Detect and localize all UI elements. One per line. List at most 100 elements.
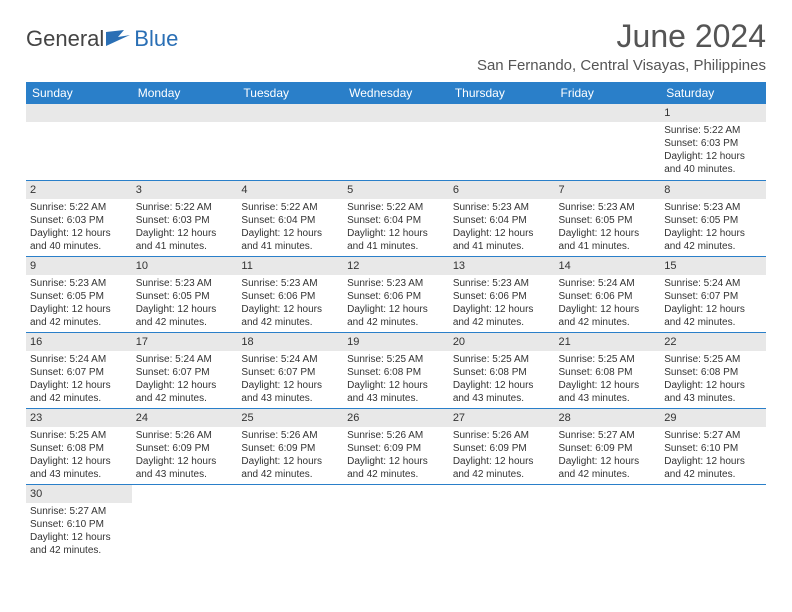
sunrise-line: Sunrise: 5:25 AM <box>347 353 445 366</box>
day-details: Sunrise: 5:23 AMSunset: 6:06 PMDaylight:… <box>237 275 343 331</box>
day-number-bar: 22 <box>660 333 766 351</box>
day-number-bar: 24 <box>132 409 238 427</box>
weekday-header: Saturday <box>660 82 766 104</box>
day-number-bar: 19 <box>343 333 449 351</box>
day-number-bar: 18 <box>237 333 343 351</box>
sunset-line: Sunset: 6:09 PM <box>347 442 445 455</box>
sunset-line: Sunset: 6:05 PM <box>664 214 762 227</box>
weekday-header: Monday <box>132 82 238 104</box>
day-number-bar <box>555 104 661 122</box>
calendar-cell: 4Sunrise: 5:22 AMSunset: 6:04 PMDaylight… <box>237 180 343 256</box>
day-number-bar: 7 <box>555 181 661 199</box>
calendar-cell: 30Sunrise: 5:27 AMSunset: 6:10 PMDayligh… <box>26 484 132 560</box>
calendar-cell <box>660 484 766 560</box>
calendar-cell: 12Sunrise: 5:23 AMSunset: 6:06 PMDayligh… <box>343 256 449 332</box>
sunrise-line: Sunrise: 5:27 AM <box>30 505 128 518</box>
daylight-line: Daylight: 12 hours and 40 minutes. <box>30 227 128 253</box>
sunrise-line: Sunrise: 5:23 AM <box>136 277 234 290</box>
sunrise-line: Sunrise: 5:23 AM <box>30 277 128 290</box>
day-details: Sunrise: 5:27 AMSunset: 6:10 PMDaylight:… <box>26 503 132 559</box>
sunset-line: Sunset: 6:07 PM <box>136 366 234 379</box>
sunset-line: Sunset: 6:08 PM <box>30 442 128 455</box>
day-details: Sunrise: 5:24 AMSunset: 6:07 PMDaylight:… <box>237 351 343 407</box>
sunset-line: Sunset: 6:07 PM <box>30 366 128 379</box>
calendar-cell: 23Sunrise: 5:25 AMSunset: 6:08 PMDayligh… <box>26 408 132 484</box>
month-title: June 2024 <box>477 18 766 55</box>
day-number-bar: 10 <box>132 257 238 275</box>
calendar-cell <box>237 104 343 180</box>
day-number-bar: 13 <box>449 257 555 275</box>
day-number-bar: 12 <box>343 257 449 275</box>
day-number-bar: 8 <box>660 181 766 199</box>
sunrise-line: Sunrise: 5:23 AM <box>559 201 657 214</box>
day-number-bar: 2 <box>26 181 132 199</box>
daylight-line: Daylight: 12 hours and 42 minutes. <box>136 303 234 329</box>
calendar-cell <box>237 484 343 560</box>
day-details: Sunrise: 5:26 AMSunset: 6:09 PMDaylight:… <box>237 427 343 483</box>
sunset-line: Sunset: 6:04 PM <box>453 214 551 227</box>
day-details: Sunrise: 5:24 AMSunset: 6:07 PMDaylight:… <box>132 351 238 407</box>
day-details: Sunrise: 5:23 AMSunset: 6:05 PMDaylight:… <box>132 275 238 331</box>
weekday-header: Thursday <box>449 82 555 104</box>
daylight-line: Daylight: 12 hours and 43 minutes. <box>241 379 339 405</box>
day-details: Sunrise: 5:24 AMSunset: 6:06 PMDaylight:… <box>555 275 661 331</box>
sunrise-line: Sunrise: 5:25 AM <box>664 353 762 366</box>
calendar-cell: 14Sunrise: 5:24 AMSunset: 6:06 PMDayligh… <box>555 256 661 332</box>
daylight-line: Daylight: 12 hours and 42 minutes. <box>664 455 762 481</box>
day-number-bar: 16 <box>26 333 132 351</box>
daylight-line: Daylight: 12 hours and 43 minutes. <box>30 455 128 481</box>
sunrise-line: Sunrise: 5:27 AM <box>664 429 762 442</box>
sunset-line: Sunset: 6:10 PM <box>30 518 128 531</box>
sunset-line: Sunset: 6:05 PM <box>30 290 128 303</box>
logo-text-b: Blue <box>134 26 178 52</box>
sunrise-line: Sunrise: 5:24 AM <box>664 277 762 290</box>
location: San Fernando, Central Visayas, Philippin… <box>477 57 766 74</box>
sunrise-line: Sunrise: 5:22 AM <box>136 201 234 214</box>
sunset-line: Sunset: 6:09 PM <box>136 442 234 455</box>
sunrise-line: Sunrise: 5:23 AM <box>664 201 762 214</box>
sunrise-line: Sunrise: 5:22 AM <box>664 124 762 137</box>
day-details: Sunrise: 5:23 AMSunset: 6:05 PMDaylight:… <box>555 199 661 255</box>
daylight-line: Daylight: 12 hours and 42 minutes. <box>664 303 762 329</box>
calendar-cell: 20Sunrise: 5:25 AMSunset: 6:08 PMDayligh… <box>449 332 555 408</box>
day-details: Sunrise: 5:25 AMSunset: 6:08 PMDaylight:… <box>343 351 449 407</box>
daylight-line: Daylight: 12 hours and 42 minutes. <box>241 303 339 329</box>
sunset-line: Sunset: 6:08 PM <box>559 366 657 379</box>
calendar-cell: 29Sunrise: 5:27 AMSunset: 6:10 PMDayligh… <box>660 408 766 484</box>
weekday-header-row: SundayMondayTuesdayWednesdayThursdayFrid… <box>26 82 766 104</box>
day-number-bar: 15 <box>660 257 766 275</box>
sunrise-line: Sunrise: 5:27 AM <box>559 429 657 442</box>
daylight-line: Daylight: 12 hours and 41 minutes. <box>453 227 551 253</box>
sunset-line: Sunset: 6:06 PM <box>347 290 445 303</box>
logo: General Blue <box>26 26 178 52</box>
sunset-line: Sunset: 6:08 PM <box>347 366 445 379</box>
day-details: Sunrise: 5:22 AMSunset: 6:04 PMDaylight:… <box>343 199 449 255</box>
sunrise-line: Sunrise: 5:22 AM <box>30 201 128 214</box>
daylight-line: Daylight: 12 hours and 42 minutes. <box>347 455 445 481</box>
day-number-bar: 29 <box>660 409 766 427</box>
sunrise-line: Sunrise: 5:23 AM <box>347 277 445 290</box>
daylight-line: Daylight: 12 hours and 43 minutes. <box>453 379 551 405</box>
weekday-header: Friday <box>555 82 661 104</box>
calendar-cell <box>555 484 661 560</box>
day-number-bar: 27 <box>449 409 555 427</box>
sunset-line: Sunset: 6:04 PM <box>347 214 445 227</box>
calendar-week-row: 16Sunrise: 5:24 AMSunset: 6:07 PMDayligh… <box>26 332 766 408</box>
calendar-cell <box>343 484 449 560</box>
calendar-cell: 16Sunrise: 5:24 AMSunset: 6:07 PMDayligh… <box>26 332 132 408</box>
calendar-cell <box>555 104 661 180</box>
sunrise-line: Sunrise: 5:24 AM <box>30 353 128 366</box>
daylight-line: Daylight: 12 hours and 42 minutes. <box>453 455 551 481</box>
sunset-line: Sunset: 6:07 PM <box>664 290 762 303</box>
daylight-line: Daylight: 12 hours and 43 minutes. <box>664 379 762 405</box>
sunrise-line: Sunrise: 5:25 AM <box>453 353 551 366</box>
day-details: Sunrise: 5:25 AMSunset: 6:08 PMDaylight:… <box>555 351 661 407</box>
sunrise-line: Sunrise: 5:24 AM <box>559 277 657 290</box>
day-number-bar: 23 <box>26 409 132 427</box>
sunset-line: Sunset: 6:03 PM <box>664 137 762 150</box>
day-number-bar: 6 <box>449 181 555 199</box>
sunset-line: Sunset: 6:09 PM <box>559 442 657 455</box>
day-details: Sunrise: 5:22 AMSunset: 6:04 PMDaylight:… <box>237 199 343 255</box>
sunrise-line: Sunrise: 5:26 AM <box>241 429 339 442</box>
day-number-bar: 25 <box>237 409 343 427</box>
